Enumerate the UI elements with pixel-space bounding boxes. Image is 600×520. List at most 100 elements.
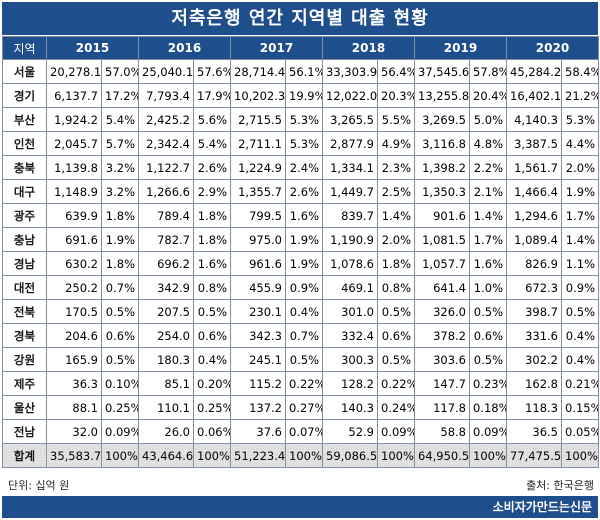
table-row: 경남 630.2 1.8% 696.2 1.6% 961.6 1.9% 1,078.6 1.8%…: [2, 251, 599, 276]
amount-cell: 332.4: [322, 323, 378, 348]
share-cell: 57.6%: [193, 59, 231, 84]
amount-cell: 1,148.9: [46, 179, 102, 204]
share-cell: 0.18%: [469, 395, 507, 420]
table-row: 광주 639.9 1.8% 789.4 1.8% 799.5 1.6% 839.7 1.4% 90…: [2, 203, 599, 228]
region-cell: 대구: [2, 179, 47, 204]
amount-cell: 35,583.7: [46, 443, 102, 468]
share-cell: 0.09%: [377, 419, 415, 444]
share-cell: 1.8%: [101, 251, 139, 276]
amount-cell: 77,475.5: [506, 443, 562, 468]
amount-cell: 326.0: [414, 299, 470, 324]
table-body: 서울 20,278.1 57.0% 25,040.1 57.6% 28,714.4 56.1…: [2, 59, 599, 468]
amount-cell: 691.6: [46, 227, 102, 252]
share-cell: 1.8%: [101, 203, 139, 228]
amount-cell: 118.3: [506, 395, 562, 420]
table-row: 전북 170.5 0.5% 207.5 0.5% 230.1 0.4% 301.0 0.5% 32…: [2, 299, 599, 324]
share-cell: 0.09%: [101, 419, 139, 444]
unit-note: 단위: 십억 원: [8, 479, 70, 492]
share-cell: 0.4%: [193, 347, 231, 372]
year-header: 2016: [138, 36, 231, 60]
share-cell: 0.25%: [193, 395, 231, 420]
share-cell: 1.6%: [469, 251, 507, 276]
amount-cell: 52.9: [322, 419, 378, 444]
amount-cell: 1,190.9: [322, 227, 378, 252]
amount-cell: 162.8: [506, 371, 562, 396]
share-cell: 0.5%: [193, 299, 231, 324]
amount-cell: 303.6: [414, 347, 470, 372]
amount-cell: 2,045.7: [46, 131, 102, 156]
share-cell: 5.4%: [193, 131, 231, 156]
amount-cell: 1,081.5: [414, 227, 470, 252]
amount-cell: 6,137.7: [46, 83, 102, 108]
region-cell: 전북: [2, 299, 47, 324]
share-cell: 1.9%: [101, 227, 139, 252]
region-cell: 서울: [2, 59, 47, 84]
share-cell: 17.9%: [193, 83, 231, 108]
amount-cell: 975.0: [230, 227, 286, 252]
amount-cell: 3,265.5: [322, 107, 378, 132]
share-cell: 5.6%: [193, 107, 231, 132]
source-note: 출처: 한국은행: [526, 479, 594, 492]
share-cell: 1.4%: [377, 203, 415, 228]
share-cell: 19.9%: [285, 83, 323, 108]
amount-cell: 58.8: [414, 419, 470, 444]
region-cell: 충남: [2, 227, 47, 252]
share-cell: 0.07%: [285, 419, 323, 444]
table-row: 경기 6,137.7 17.2% 7,793.4 17.9% 10,202.3 19.9% 1…: [2, 83, 599, 108]
loan-table: 지역 2015 2016 2017 2018 2019 2020 서울 20,27…: [2, 36, 599, 468]
amount-cell: 672.3: [506, 275, 562, 300]
amount-cell: 1,466.4: [506, 179, 562, 204]
share-cell: 0.8%: [377, 275, 415, 300]
year-header: 2017: [230, 36, 323, 60]
amount-cell: 204.6: [46, 323, 102, 348]
amount-cell: 254.0: [138, 323, 194, 348]
amount-cell: 2,342.4: [138, 131, 194, 156]
amount-cell: 4,140.3: [506, 107, 562, 132]
amount-cell: 342.9: [138, 275, 194, 300]
share-cell: 5.3%: [561, 107, 599, 132]
amount-cell: 36.3: [46, 371, 102, 396]
share-cell: 5.4%: [101, 107, 139, 132]
share-cell: 2.1%: [469, 179, 507, 204]
amount-cell: 110.1: [138, 395, 194, 420]
share-cell: 4.8%: [469, 131, 507, 156]
amount-cell: 128.2: [322, 371, 378, 396]
amount-cell: 630.2: [46, 251, 102, 276]
share-cell: 0.6%: [469, 323, 507, 348]
share-cell: 5.7%: [101, 131, 139, 156]
share-cell: 100%: [193, 443, 231, 468]
share-cell: 1.4%: [469, 203, 507, 228]
amount-cell: 140.3: [322, 395, 378, 420]
amount-cell: 245.1: [230, 347, 286, 372]
amount-cell: 901.6: [414, 203, 470, 228]
share-cell: 5.5%: [377, 107, 415, 132]
amount-cell: 1,449.7: [322, 179, 378, 204]
amount-cell: 378.2: [414, 323, 470, 348]
region-cell: 경기: [2, 83, 47, 108]
share-cell: 58.4%: [561, 59, 599, 84]
amount-cell: 51,223.4: [230, 443, 286, 468]
amount-cell: 1,122.7: [138, 155, 194, 180]
share-cell: 1.6%: [193, 251, 231, 276]
amount-cell: 1,057.7: [414, 251, 470, 276]
region-cell: 합계: [2, 443, 47, 468]
amount-cell: 170.5: [46, 299, 102, 324]
amount-cell: 1,139.8: [46, 155, 102, 180]
table-row: 충남 691.6 1.9% 782.7 1.8% 975.0 1.9% 1,190.9 2.0%…: [2, 227, 599, 252]
amount-cell: 342.3: [230, 323, 286, 348]
amount-cell: 1,924.2: [46, 107, 102, 132]
amount-cell: 2,711.1: [230, 131, 286, 156]
amount-cell: 45,284.2: [506, 59, 562, 84]
share-cell: 1.9%: [285, 227, 323, 252]
share-cell: 2.3%: [377, 155, 415, 180]
amount-cell: 147.7: [414, 371, 470, 396]
table-row: 대구 1,148.9 3.2% 1,266.6 2.9% 1,355.7 2.6% 1,449…: [2, 179, 599, 204]
amount-cell: 469.1: [322, 275, 378, 300]
amount-cell: 137.2: [230, 395, 286, 420]
share-cell: 17.2%: [101, 83, 139, 108]
amount-cell: 1,224.9: [230, 155, 286, 180]
amount-cell: 799.5: [230, 203, 286, 228]
share-cell: 100%: [469, 443, 507, 468]
year-header: 2020: [506, 36, 599, 60]
table-row: 경북 204.6 0.6% 254.0 0.6% 342.3 0.7% 332.4 0.6% 37…: [2, 323, 599, 348]
